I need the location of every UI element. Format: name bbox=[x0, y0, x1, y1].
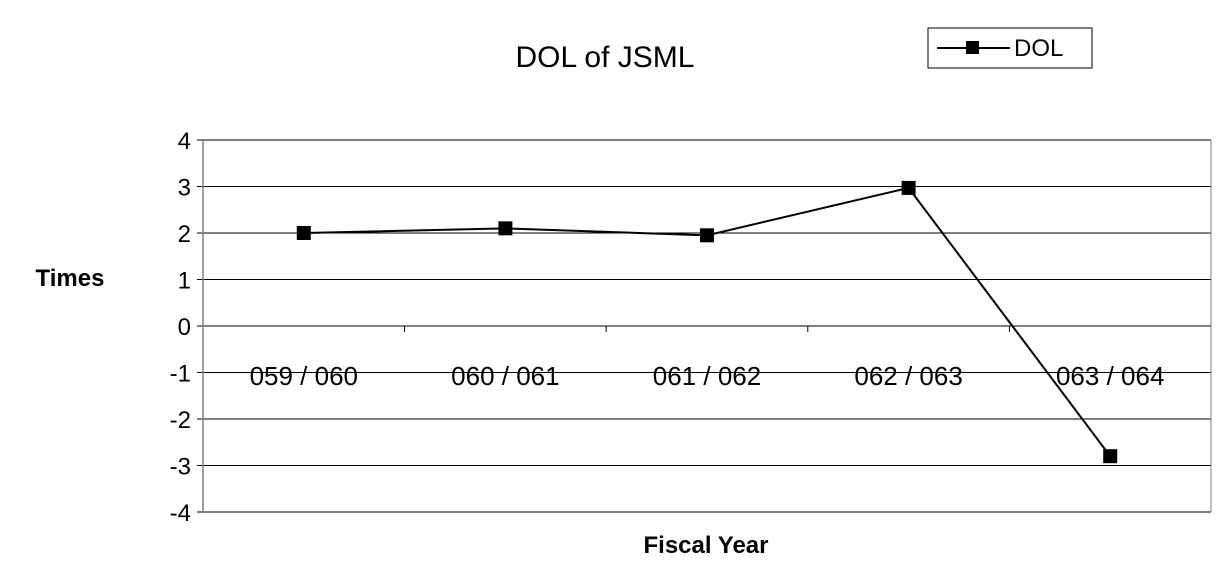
data-point bbox=[700, 228, 714, 243]
x-tick-label: 061 / 062 bbox=[653, 361, 761, 391]
y-tick-label: -1 bbox=[170, 361, 191, 388]
series-line bbox=[303, 186, 1111, 457]
y-tick-label: -2 bbox=[170, 407, 191, 434]
axes bbox=[197, 139, 1212, 513]
y-tick-label: -3 bbox=[170, 454, 191, 481]
data-point bbox=[1103, 449, 1118, 464]
y-tick-label: -4 bbox=[170, 500, 191, 527]
y-tick-label: 1 bbox=[178, 268, 191, 295]
data-point bbox=[901, 180, 916, 195]
x-tick-label: 062 / 063 bbox=[854, 361, 962, 391]
legend-marker bbox=[966, 41, 979, 54]
y-axis-label: Times bbox=[36, 265, 105, 292]
y-tick-labels: 4 3 2 1 0 -1 -2 -3 -4 bbox=[170, 128, 191, 527]
gridlines bbox=[203, 139, 1211, 513]
y-tick-label: 4 bbox=[178, 128, 191, 155]
x-tick-label: 059 / 060 bbox=[250, 361, 358, 391]
legend: DOL bbox=[927, 27, 1093, 69]
x-tick-label: 063 / 064 bbox=[1056, 361, 1164, 391]
x-tick-label: 060 / 061 bbox=[451, 361, 559, 391]
y-tick-label: 2 bbox=[178, 221, 191, 248]
y-tick-label: 0 bbox=[178, 314, 191, 341]
x-axis-label: Fiscal Year bbox=[644, 532, 769, 559]
data-point bbox=[498, 221, 513, 236]
series-dol bbox=[296, 180, 1118, 464]
x-tick-labels: 059 / 060 060 / 061 061 / 062 062 / 063 063 … bbox=[250, 361, 1165, 391]
y-tick-label: 3 bbox=[178, 175, 191, 202]
data-point bbox=[296, 226, 311, 240]
chart-title: DOL of JSML bbox=[516, 41, 695, 74]
legend-label: DOL bbox=[1014, 35, 1063, 62]
